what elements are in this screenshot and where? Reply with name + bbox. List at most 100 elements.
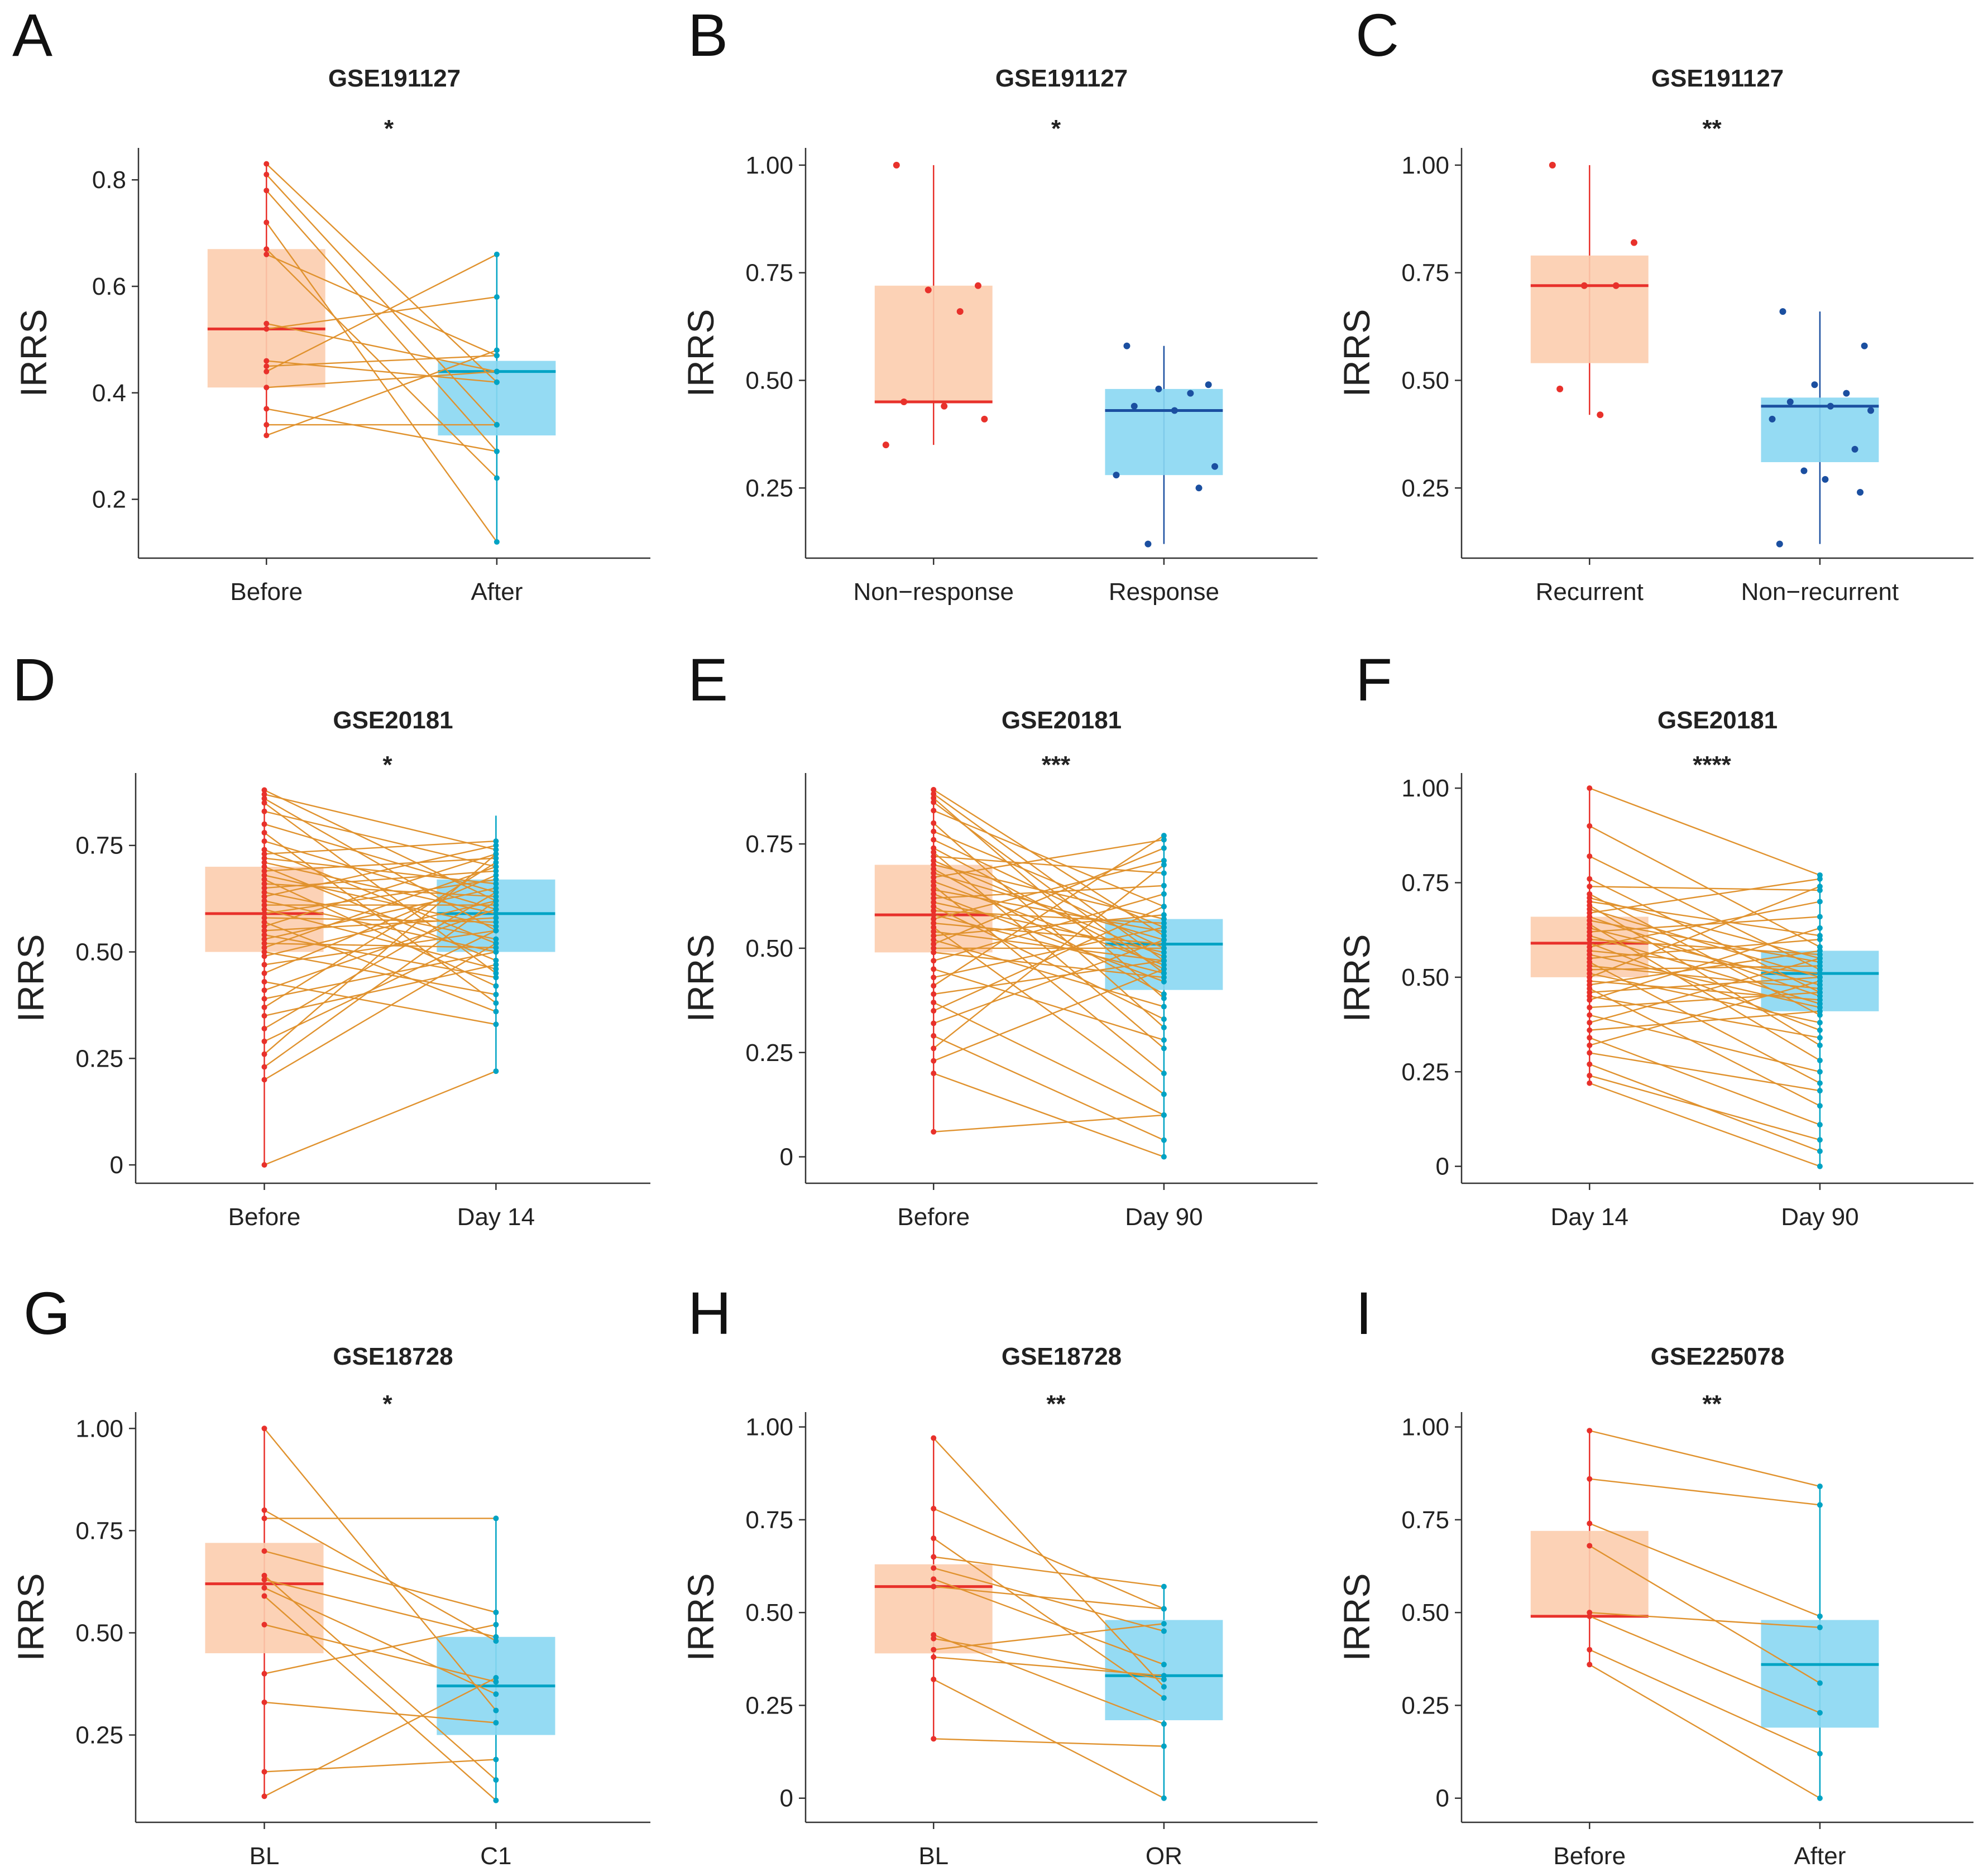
paired-line <box>264 1624 496 1683</box>
paired-line <box>933 1002 1165 1116</box>
data-point <box>1817 1035 1823 1041</box>
data-point <box>261 791 267 798</box>
significance-marker: * <box>382 1390 392 1418</box>
data-point <box>931 866 937 872</box>
x-tick-label: Before <box>230 578 303 606</box>
paired-line <box>933 914 1165 974</box>
data-point <box>931 857 937 863</box>
data-point <box>1817 1103 1823 1109</box>
paired-line <box>264 891 497 1029</box>
data-point <box>1587 1073 1593 1079</box>
data-point <box>1817 948 1823 954</box>
data-point <box>261 1064 267 1070</box>
data-point <box>493 838 499 844</box>
data-point <box>261 962 267 968</box>
data-point <box>1817 1069 1823 1075</box>
data-point <box>261 863 267 870</box>
data-point <box>931 795 937 801</box>
paired-line <box>264 1071 496 1166</box>
y-tick-label: 0.50 <box>745 367 793 394</box>
x-tick-label: BL <box>250 1842 280 1870</box>
data-point <box>493 1797 499 1803</box>
y-tick-label: 0.75 <box>745 1506 793 1534</box>
y-axis-label: IRRS <box>10 1573 51 1662</box>
data-point <box>1776 540 1783 548</box>
y-tick-label: 0.50 <box>75 939 123 966</box>
paired-line <box>933 1114 1164 1132</box>
data-point <box>931 920 937 927</box>
data-point <box>493 1638 499 1644</box>
y-axis-label: IRRS <box>680 1573 721 1662</box>
data-point <box>493 1691 499 1697</box>
y-axis-label: IRRS <box>10 934 51 1023</box>
y-tick-label: 1.00 <box>1401 775 1449 802</box>
significance-marker: **** <box>1693 751 1731 779</box>
data-point <box>494 448 500 454</box>
data-point <box>493 889 499 895</box>
data-point <box>1161 1695 1167 1701</box>
data-point <box>1587 876 1593 882</box>
y-tick-label: 0.75 <box>745 260 793 287</box>
y-tick-label: 0.25 <box>745 1692 793 1719</box>
data-point <box>261 1515 267 1521</box>
paired-line <box>933 1586 1165 1610</box>
data-point <box>1817 1163 1823 1169</box>
x-tick-label: Day 90 <box>1781 1203 1858 1231</box>
paired-line <box>264 870 496 889</box>
data-point <box>1817 1042 1823 1048</box>
panel-letter: F <box>1355 646 1392 713</box>
data-point <box>931 924 937 930</box>
paired-line <box>933 1073 1165 1158</box>
data-point <box>261 894 267 900</box>
data-point <box>931 1736 937 1742</box>
data-point <box>493 944 499 951</box>
data-point <box>1161 1795 1167 1801</box>
data-point <box>1867 407 1875 414</box>
data-point <box>931 786 937 793</box>
data-point <box>1769 415 1776 423</box>
paired-line <box>264 1624 496 1674</box>
data-point <box>931 887 937 893</box>
data-point <box>1587 1647 1593 1653</box>
data-point <box>931 908 937 914</box>
data-point <box>261 1572 267 1578</box>
y-tick-label: 1.00 <box>1401 1414 1449 1441</box>
data-point <box>261 1699 267 1705</box>
y-tick-label: 0.50 <box>1401 964 1449 991</box>
data-point <box>1587 1035 1593 1041</box>
paired-line <box>933 847 1165 945</box>
data-point <box>261 953 267 959</box>
panel-title: GSE18728 <box>333 1343 453 1370</box>
data-point <box>1587 1050 1593 1056</box>
data-point <box>1161 958 1167 964</box>
panel-title: GSE20181 <box>1002 707 1122 734</box>
data-point <box>1161 837 1167 843</box>
data-point <box>1161 862 1167 868</box>
y-tick-label: 1.00 <box>745 1414 793 1441</box>
data-point <box>1817 963 1823 969</box>
data-point <box>493 842 499 848</box>
paired-line <box>1589 927 1821 986</box>
y-tick-label: 0.50 <box>745 1599 793 1626</box>
data-point <box>1161 1037 1167 1043</box>
data-point <box>1161 904 1167 910</box>
paired-line <box>933 831 1165 928</box>
data-point <box>1822 476 1829 483</box>
data-point <box>1161 995 1167 1001</box>
data-point <box>931 912 937 918</box>
panel-b: B GSE191127 * IRRS 0.25 0.50 0.75 1.00 Non−respo… <box>680 1 1318 606</box>
data-point <box>1817 1088 1823 1094</box>
data-point <box>1161 1684 1167 1690</box>
paired-line <box>933 1556 1165 1587</box>
paired-line <box>264 879 496 987</box>
paired-line <box>933 1437 1165 1688</box>
data-point <box>493 919 499 925</box>
data-point <box>1144 540 1152 548</box>
panel-title: GSE20181 <box>333 707 453 734</box>
x-tick-label: After <box>471 578 523 606</box>
data-point <box>493 876 499 882</box>
data-point <box>261 944 267 951</box>
paired-line <box>264 900 497 1068</box>
data-point <box>1161 937 1167 943</box>
paired-line <box>266 349 497 436</box>
